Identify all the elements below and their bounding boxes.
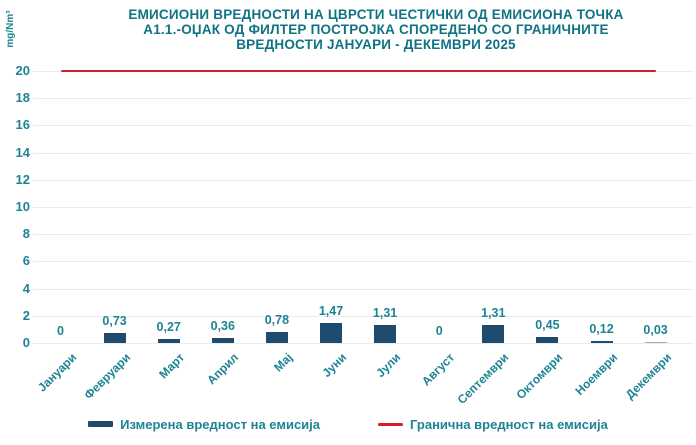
- gridline: [33, 152, 694, 154]
- legend-item-measured: Измерена вредност на емисија: [88, 417, 320, 432]
- legend-label-limit: Гранична вредност на емисија: [410, 416, 608, 432]
- y-axis-tick-label: 16: [15, 117, 30, 133]
- gridline: [33, 343, 694, 344]
- chart-title-line-1: ЕМИСИОНИ ВРЕДНОСТИ НА ЦВРСТИ ЧЕСТИЧКИ ОД…: [128, 7, 624, 22]
- bar-Јуни: [320, 323, 342, 343]
- gridline: [33, 125, 694, 127]
- bar-value-label: 0,27: [156, 320, 181, 335]
- bar-Април: [211, 338, 234, 343]
- limit-value-line: [60, 69, 656, 73]
- gridline: [33, 98, 694, 100]
- bar-Март: [157, 339, 180, 343]
- bar-value-label: 0,45: [535, 317, 560, 332]
- bar-Февруари: [103, 333, 126, 343]
- y-axis-tick-label: 18: [15, 90, 30, 106]
- chart-title-line-2: А1.1.-ОЏАК ОД ФИЛТЕР ПОСТРОЈКА СПОРЕДЕНО…: [143, 21, 609, 37]
- y-axis-tick-label: 2: [22, 307, 30, 323]
- bar-value-label: 0: [435, 324, 443, 338]
- chart-title: ЕМИСИОНИ ВРЕДНОСТИ НА ЦВРСТИ ЧЕСТИЧКИ ОД…: [70, 7, 682, 52]
- bar-value-label: 0: [57, 324, 64, 338]
- bar-value-label: 0,03: [643, 323, 668, 337]
- bar-Јули: [374, 325, 397, 343]
- measured-series-swatch-icon: [88, 421, 114, 427]
- gridline: [33, 315, 694, 317]
- gridline: [33, 234, 694, 236]
- bar-Декември: [644, 342, 667, 343]
- bar-Септември: [482, 325, 505, 343]
- bar-value-label: 0,36: [210, 319, 235, 334]
- y-axis-tick-label: 0: [22, 335, 30, 350]
- y-axis-tick-label: 14: [15, 144, 30, 160]
- y-axis-tick-label: 20: [15, 63, 30, 78]
- bar-value-label: 0,12: [589, 322, 614, 337]
- y-axis-tick-label: 12: [15, 171, 30, 187]
- y-axis-tick-label: 10: [15, 199, 30, 214]
- chart-title-line-3: ВРЕДНОСТИ ЈАНУАРИ - ДЕКЕМВРИ 2025: [236, 36, 516, 52]
- y-axis-tick-label: 6: [22, 253, 30, 269]
- legend: Измерена вредност на емисија Гранична вр…: [0, 414, 696, 434]
- bar-value-label: 0,78: [264, 313, 290, 328]
- gridline: [33, 261, 694, 263]
- gridline: [33, 288, 694, 290]
- bar-value-label: 1,47: [318, 304, 344, 318]
- bar-value-label: 1,31: [481, 306, 506, 321]
- limit-line-swatch-icon: [378, 422, 404, 426]
- bar-value-label: 0,73: [102, 314, 127, 329]
- gridline: [33, 207, 694, 208]
- bar-Мај: [265, 332, 288, 343]
- bar-Ноември: [590, 341, 613, 343]
- bar-Октомври: [536, 336, 559, 343]
- legend-item-limit: Гранична вредност на емисија: [378, 417, 608, 432]
- legend-label-measured: Измерена вредност на емисија: [120, 416, 321, 432]
- y-axis-tick-label: 4: [22, 280, 30, 296]
- y-axis-tick-label: 8: [22, 226, 30, 242]
- gridline: [33, 179, 694, 181]
- bar-value-label: 1,31: [372, 306, 398, 321]
